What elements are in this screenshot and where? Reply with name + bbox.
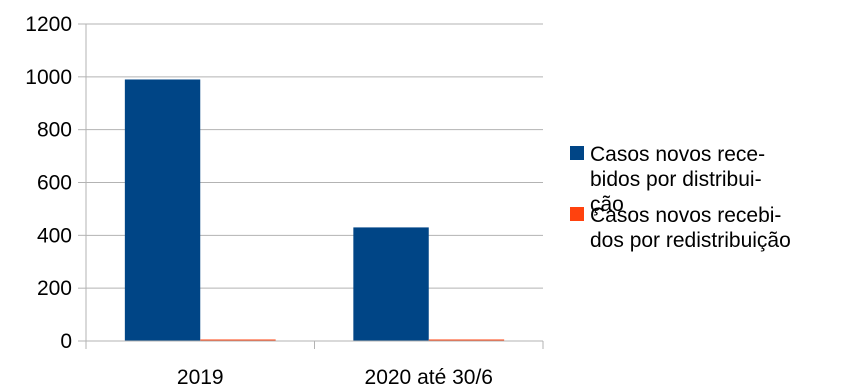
bar-redistribuicao-1 <box>428 339 505 341</box>
axes <box>78 23 544 349</box>
y-tick-label: 1000 <box>25 66 72 89</box>
y-tick-label: 1200 <box>25 13 72 36</box>
legend-swatch <box>570 207 584 221</box>
legend-label: Casos novos rece-bidos por distribui-ção <box>590 143 765 216</box>
y-tick-label: 400 <box>37 224 72 247</box>
y-tick-label: 0 <box>60 330 72 353</box>
legend-label: Casos novos recebi-dos por redistribuiçã… <box>590 204 791 252</box>
y-tick-label: 200 <box>37 277 72 300</box>
bars <box>124 79 505 341</box>
bar-redistribuicao-0 <box>200 339 276 341</box>
bar-distribuicao-0 <box>124 79 201 341</box>
y-tick-labels: 0 200 400 600 800 1000 1200 <box>25 13 72 353</box>
x-tick-label: 2019 <box>177 366 224 386</box>
legend: Casos novos rece-bidos por distribui-ção… <box>570 143 791 252</box>
bar-distribuicao-1 <box>353 227 429 341</box>
legend-swatch <box>570 146 584 160</box>
x-tick-label: 2020 até 30/6 <box>365 366 493 386</box>
y-tick-label: 800 <box>37 119 72 142</box>
y-tick-label: 600 <box>37 172 72 195</box>
x-tick-labels: 2019 2020 até 30/6 <box>177 366 493 386</box>
